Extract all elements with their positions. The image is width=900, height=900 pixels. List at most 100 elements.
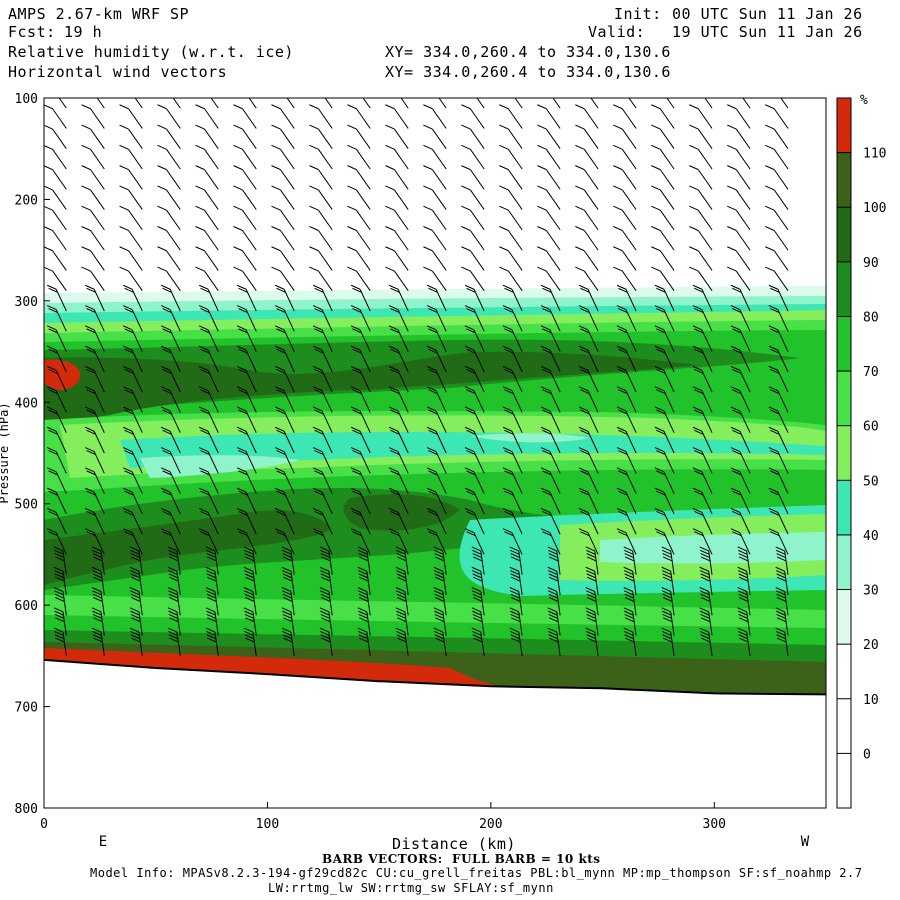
wind-barb (198, 345, 219, 373)
barb-feather (359, 597, 369, 602)
barb-feather (124, 510, 134, 516)
barb-shaft (469, 149, 485, 170)
barb-feather (124, 490, 134, 496)
wind-barb (730, 386, 751, 413)
wind-barb (385, 266, 409, 292)
barb-feather (84, 345, 95, 351)
barb-feather (732, 510, 742, 516)
barb-feather (314, 348, 324, 354)
barb-shaft (587, 532, 599, 555)
barb-shaft (280, 209, 295, 231)
barb-feather (542, 328, 552, 334)
barb-shaft (621, 230, 637, 251)
barb-feather (727, 246, 737, 252)
barb-shaft (708, 550, 713, 575)
barb-shaft (131, 349, 143, 373)
barb-feather (236, 447, 247, 452)
barb-shaft (625, 349, 637, 373)
barb-feather (44, 185, 53, 191)
barb-feather (283, 597, 293, 602)
barb-shaft (204, 108, 219, 129)
wind-barb (692, 406, 713, 433)
barb-feather (727, 124, 737, 130)
barb-shaft (359, 349, 371, 373)
barb-feather (692, 467, 703, 473)
barb-feather (206, 593, 217, 599)
wind-barb (347, 266, 371, 292)
barb-feather (238, 490, 248, 496)
wind-barb (53, 607, 67, 636)
barb-shaft (518, 571, 523, 596)
barb-feather (397, 556, 407, 562)
wind-barb (464, 305, 485, 332)
barb-shaft (442, 591, 447, 616)
barb-feather (309, 104, 319, 110)
barb-feather (770, 510, 780, 516)
barb-shaft (549, 451, 561, 474)
wind-barb (129, 587, 143, 616)
barb-shaft (397, 471, 409, 494)
wind-barb (537, 185, 561, 210)
wind-barb (661, 607, 675, 636)
barb-shaft (404, 591, 409, 616)
barb-shaft (701, 309, 713, 332)
barb-shaft (473, 309, 485, 332)
wind-barb (578, 487, 599, 515)
barb-feather (157, 165, 167, 171)
barb-feather (542, 409, 552, 415)
barb-shaft (473, 349, 485, 373)
barb-shaft (245, 491, 257, 515)
barb-feather (426, 284, 437, 290)
wind-barb (81, 144, 105, 170)
wind-barb (537, 165, 561, 190)
barb-feather (397, 637, 407, 643)
barb-feather (350, 386, 361, 392)
wind-barb (46, 386, 67, 413)
wind-barb (350, 305, 371, 332)
barb-shaft (587, 431, 599, 454)
barb-shaft (473, 491, 485, 515)
wind-barb (499, 246, 523, 271)
barb-feather (768, 487, 779, 493)
barb-feather (613, 104, 623, 110)
barb-feather (169, 576, 179, 582)
barb-feather (81, 205, 91, 211)
barb-feather (732, 389, 742, 395)
wind-barb (737, 546, 751, 575)
wind-barb (699, 546, 713, 575)
wind-barb (160, 487, 181, 515)
barb-shaft (469, 189, 485, 210)
barb-feather (238, 429, 248, 435)
barb-shaft (204, 169, 219, 190)
barb-feather (129, 607, 140, 613)
barb-feather (86, 287, 96, 293)
wind-barb (476, 98, 485, 109)
wind-barb (537, 246, 561, 271)
barb-feather (618, 308, 628, 314)
barb-shaft (621, 209, 637, 231)
barb-shaft (777, 471, 789, 494)
barb-feather (160, 467, 171, 473)
barb-feather (575, 84, 584, 88)
barb-shaft (394, 128, 409, 150)
wind-barb (236, 325, 257, 352)
barb-feather (776, 634, 786, 640)
barb-feather (423, 165, 433, 171)
wind-barb (324, 98, 333, 109)
barb-feather (274, 365, 285, 371)
barb-shaft (735, 149, 751, 170)
barb-feather (358, 630, 368, 636)
barb-feather (46, 284, 57, 290)
wind-barb (385, 185, 409, 210)
barb-feather (502, 365, 513, 371)
barb-feather (509, 566, 520, 572)
barb-feather (321, 617, 331, 623)
barb-feather (694, 409, 704, 415)
barb-shaft (625, 370, 637, 393)
barb-shaft (90, 250, 105, 271)
colorbar-segment (837, 371, 851, 426)
barb-feather (738, 573, 748, 579)
wind-barb (426, 365, 447, 393)
barb-shaft (670, 591, 675, 616)
barb-feather (537, 226, 547, 231)
